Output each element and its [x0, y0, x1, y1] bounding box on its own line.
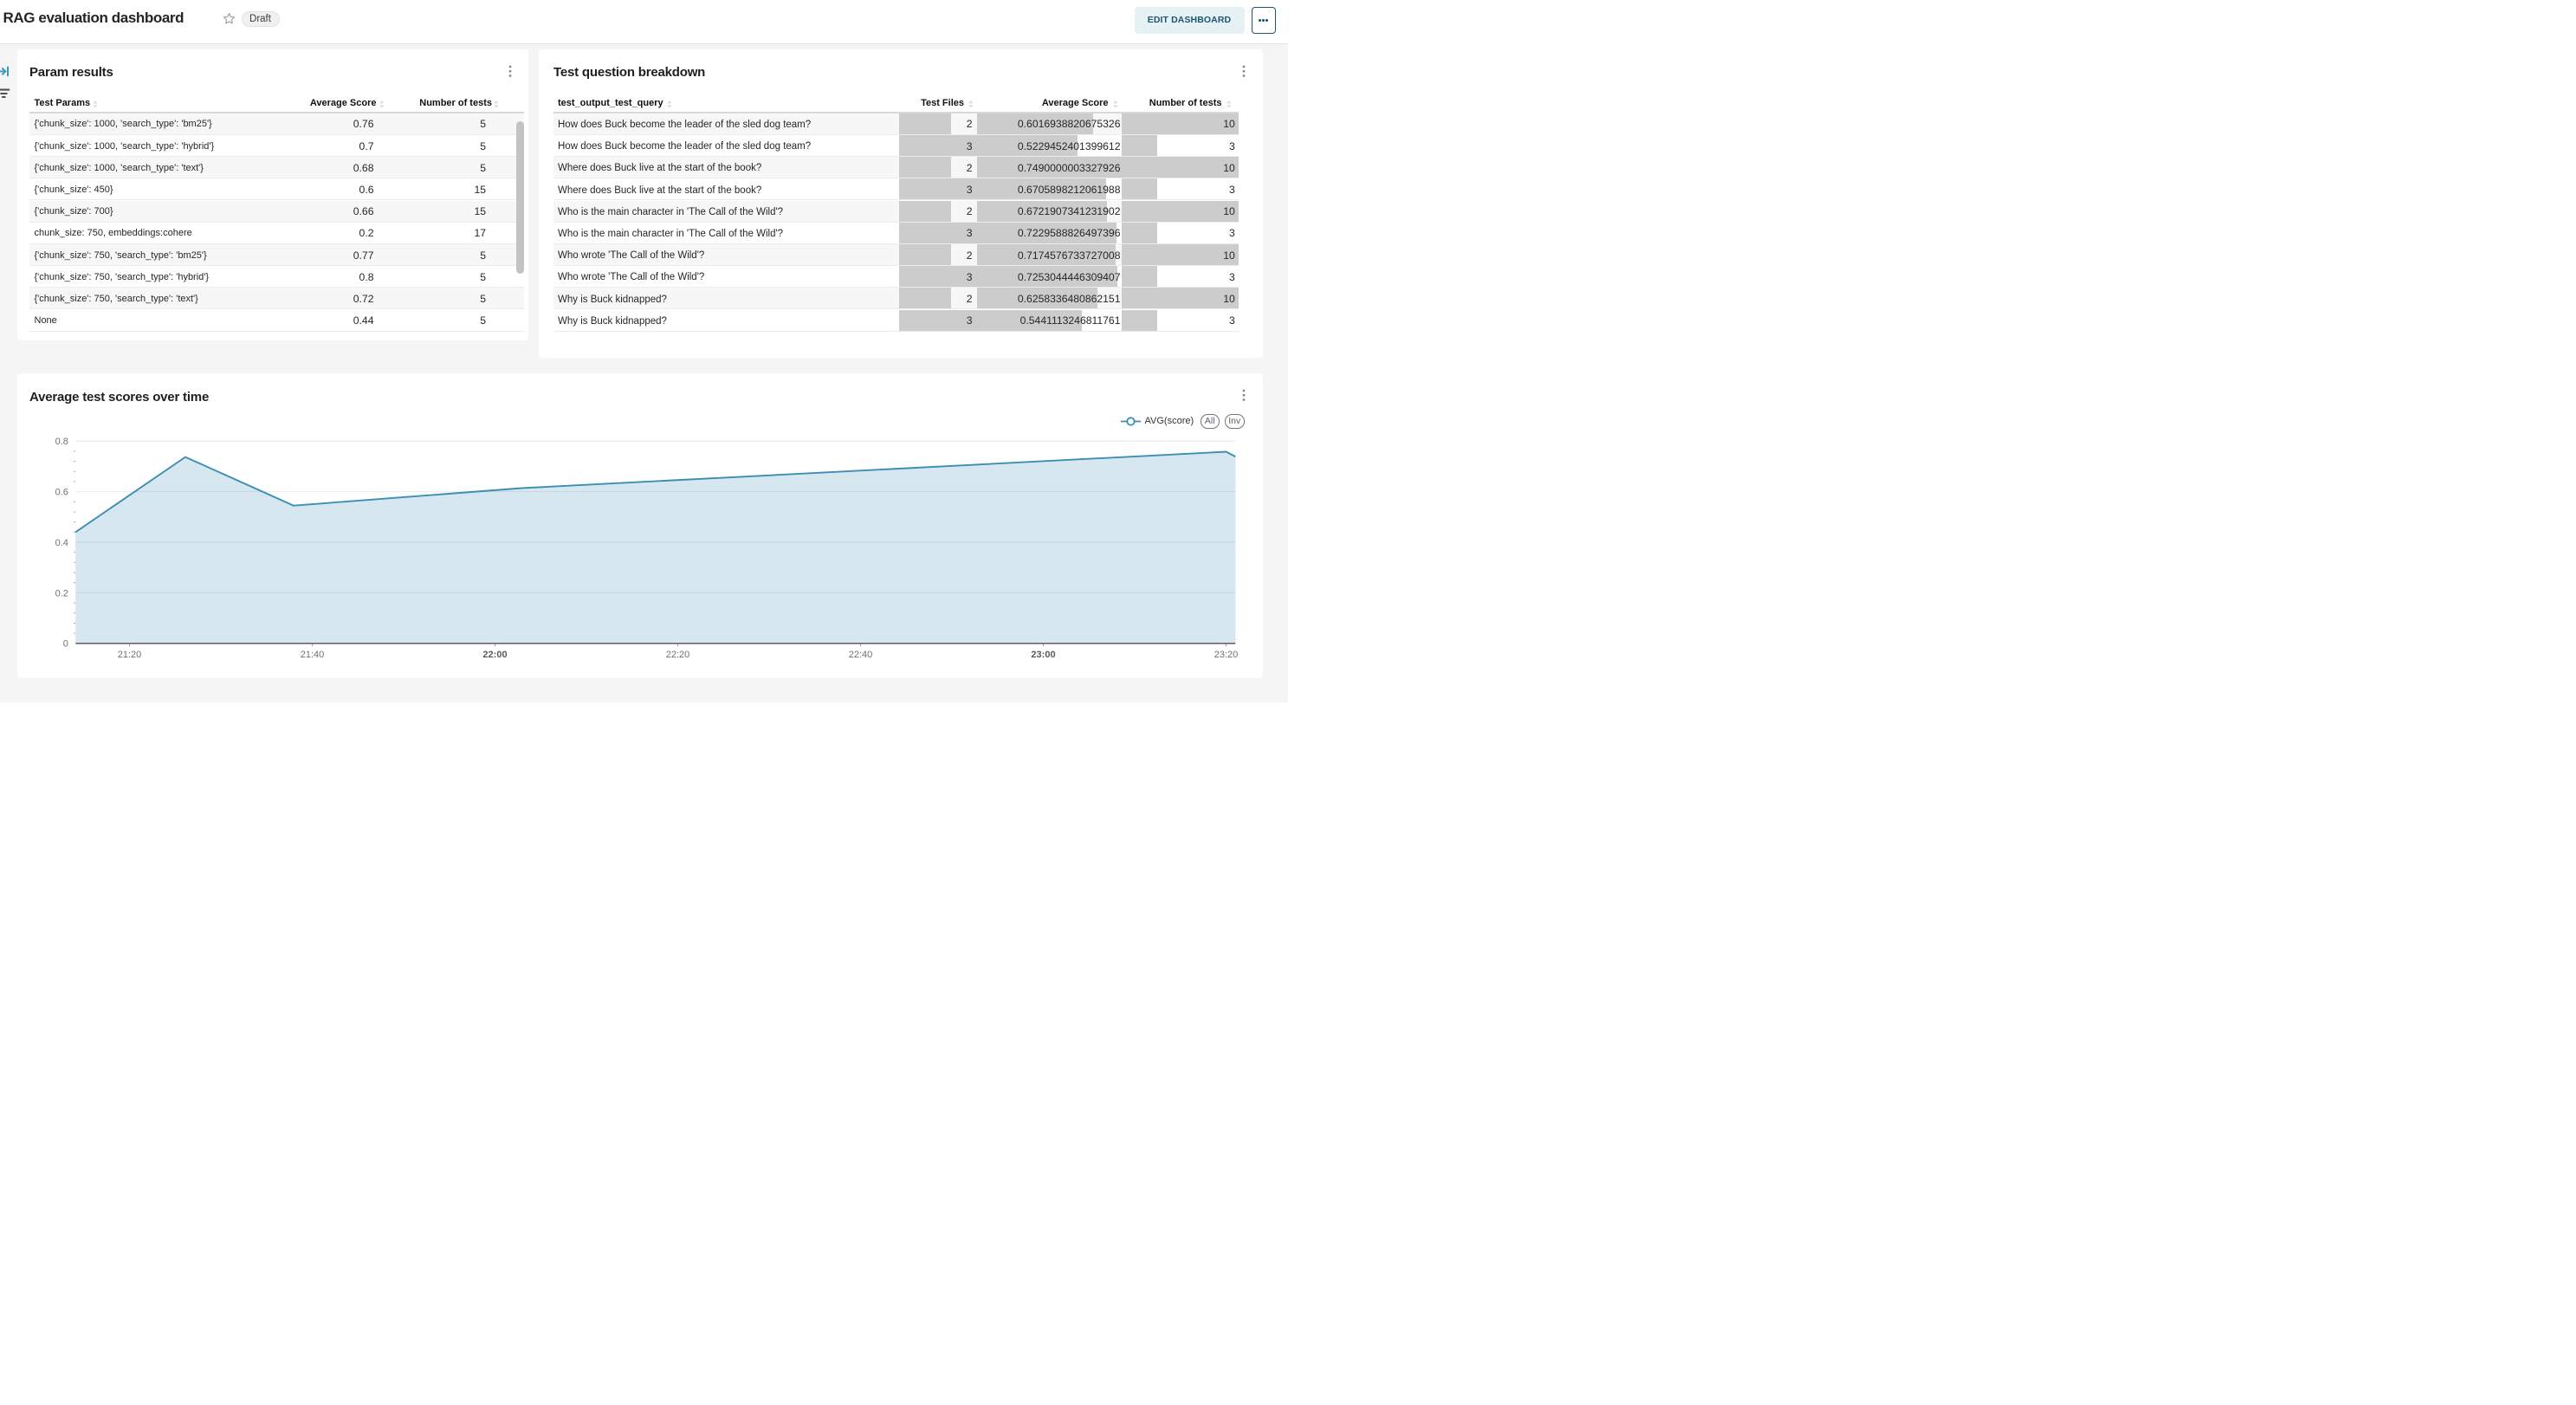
svg-text:21:20: 21:20 [117, 649, 141, 659]
svg-text:21:40: 21:40 [300, 649, 324, 659]
svg-text:23:00: 23:00 [1031, 649, 1055, 659]
svg-text:23:20: 23:20 [1214, 649, 1238, 659]
svg-text:0.4: 0.4 [55, 537, 68, 547]
svg-text:0.2: 0.2 [55, 588, 68, 599]
svg-text:0: 0 [62, 638, 68, 649]
svg-text:0.8: 0.8 [55, 437, 68, 447]
svg-text:0.6: 0.6 [55, 487, 68, 497]
svg-text:22:40: 22:40 [848, 649, 872, 659]
svg-text:22:20: 22:20 [665, 649, 689, 659]
svg-text:22:00: 22:00 [482, 649, 507, 659]
